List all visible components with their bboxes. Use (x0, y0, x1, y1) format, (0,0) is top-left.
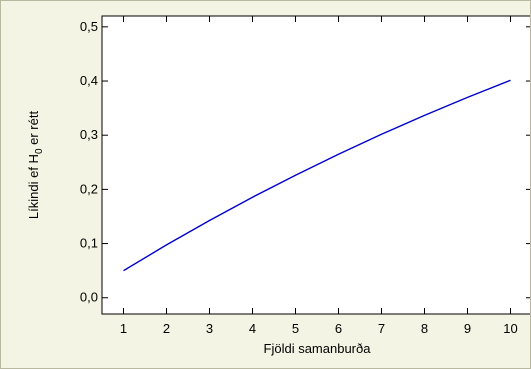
x-tick-label: 1 (120, 321, 127, 336)
y-tick-label: 0,3 (80, 127, 98, 142)
x-tick-label: 4 (249, 321, 256, 336)
x-tick-label: 8 (421, 321, 428, 336)
x-tick-label: 3 (206, 321, 213, 336)
series-line (123, 79, 511, 272)
x-tick-label: 9 (464, 321, 471, 336)
x-tick-label: 2 (163, 321, 170, 336)
y-tick-label: 0,1 (80, 236, 98, 251)
y-axis-label-subscript: 0 (34, 148, 45, 154)
y-axis-label: Líkindi ef H0 er rétt (26, 111, 45, 220)
y-tick-label: 0,0 (80, 290, 98, 305)
y-tick-label: 0,5 (80, 19, 98, 34)
x-tick-label: 6 (335, 321, 342, 336)
x-tick-label: 7 (378, 321, 385, 336)
y-axis-label-main: Líkindi ef H (26, 154, 41, 219)
x-tick-label: 10 (503, 321, 517, 336)
y-tick-label: 0,2 (80, 181, 98, 196)
y-axis-label-tail: er rétt (26, 111, 41, 149)
y-tick-label: 0,4 (80, 73, 98, 88)
x-tick-label: 5 (292, 321, 299, 336)
x-axis-label: Fjöldi samanburða (264, 341, 372, 356)
